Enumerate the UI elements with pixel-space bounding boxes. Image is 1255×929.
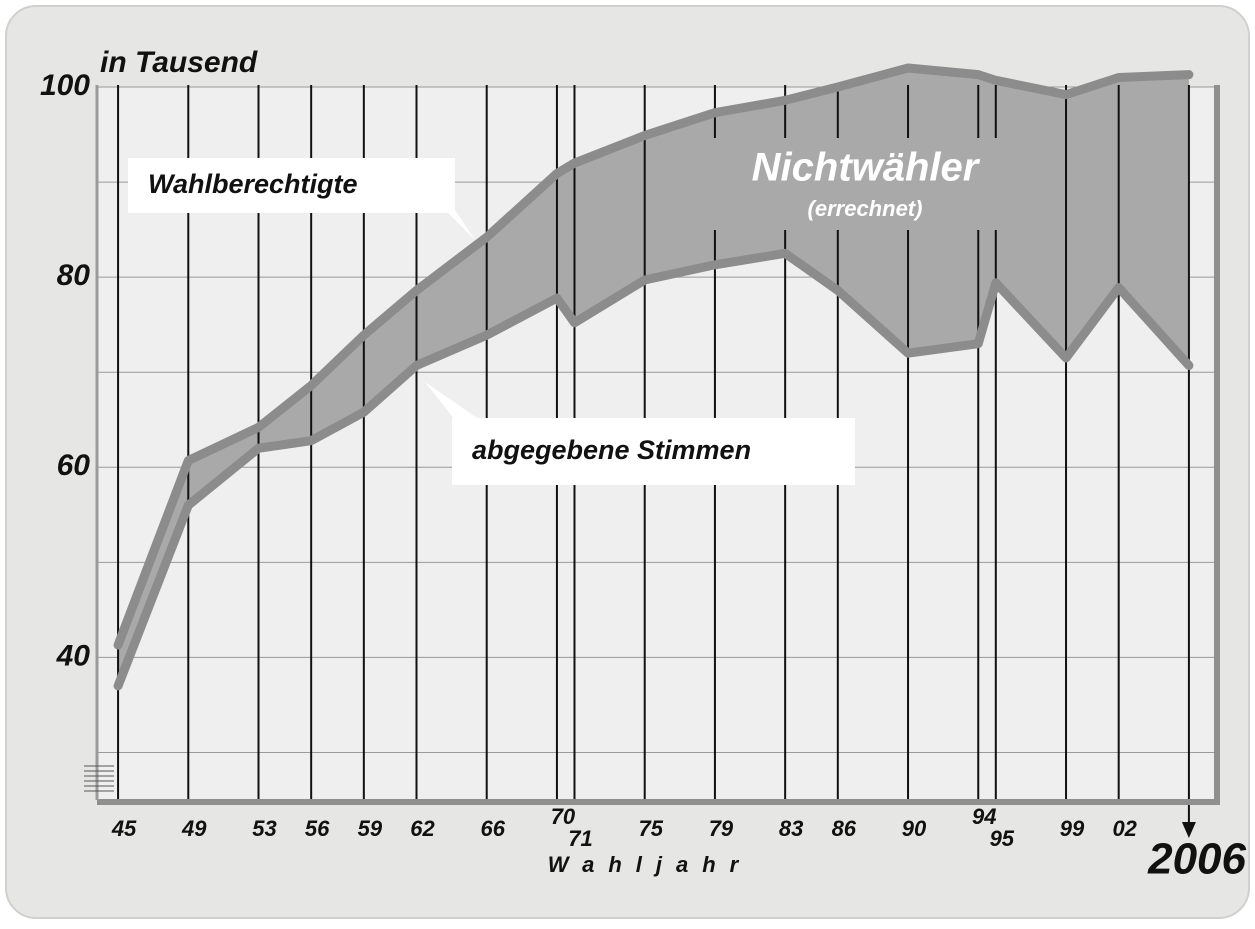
area-label: Nichtwähler [752,146,981,190]
x-tick-label: 71 [568,826,592,851]
x-tick-label: 62 [410,816,435,841]
x-tick-label: 83 [779,816,803,841]
x-tick-label: 49 [181,816,207,841]
x-tick-label: 59 [358,816,383,841]
x-tick-label: 99 [1060,816,1085,841]
hatch [84,765,114,792]
x-tick-label: 70 [551,804,576,829]
x-tick-label: 2006 [1147,835,1246,884]
x-tick-label: 95 [990,826,1015,851]
x-tick-label: 56 [305,816,330,841]
callout-pointer [440,205,475,240]
y-tick-label: 60 [57,449,91,482]
x-tick-label: 53 [252,816,276,841]
series-line [113,248,1194,691]
x-tick-label: 86 [832,816,857,841]
x-tick-label: 02 [1112,816,1137,841]
x-tick-label: 90 [902,816,927,841]
lines [113,63,1194,691]
x-tick-label: 94 [972,804,996,829]
callout-pointer [425,382,480,420]
annotation-box [128,158,455,213]
tick-arrow [1181,822,1196,838]
plot-frame [97,85,1220,805]
y-axis-label: in Tausend [100,46,258,79]
x-tick-label: 45 [111,816,137,841]
area-label-box [708,138,1023,230]
series-label: abgegebene Stimmen [472,435,751,465]
x-axis-label: Wahljahr [548,852,753,877]
series-line [113,63,1194,650]
series-label: Wahlberechtigte [148,169,358,199]
area-sublabel: (errechnet) [808,196,923,221]
y-tick-label: 40 [56,639,91,672]
x-tick-label: 79 [709,816,734,841]
y-tick-label: 100 [40,69,90,102]
annotation-box [452,418,855,485]
y-tick-label: 80 [57,259,91,292]
x-tick-label: 66 [480,816,505,841]
x-tick-label: 75 [638,816,663,841]
